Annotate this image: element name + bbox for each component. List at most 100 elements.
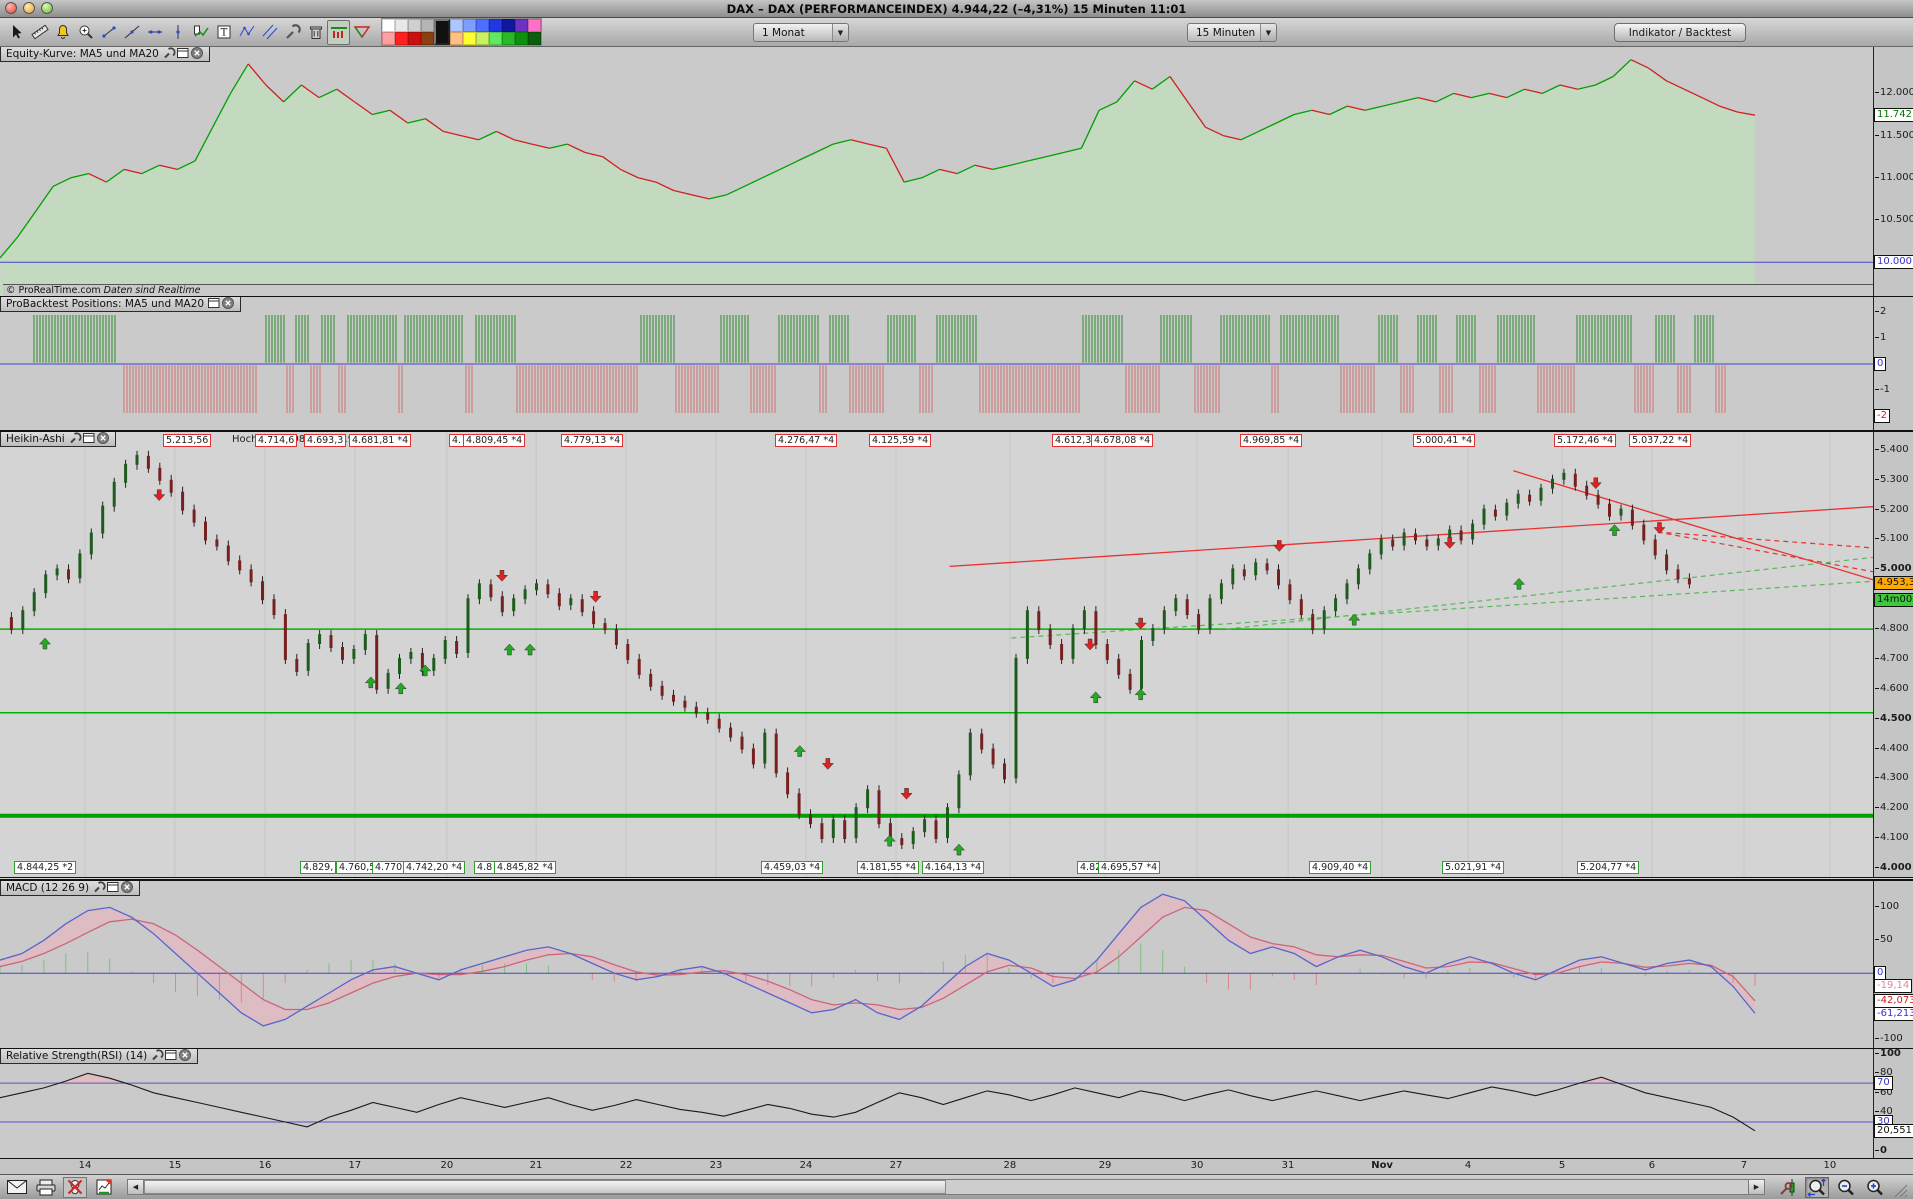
report-icon[interactable] bbox=[92, 1177, 116, 1198]
equity-panel-header[interactable]: Equity-Kurve: MA5 und MA20 bbox=[0, 47, 210, 62]
price-chart[interactable] bbox=[0, 432, 1874, 877]
color-swatch[interactable] bbox=[489, 19, 502, 32]
mail-icon[interactable] bbox=[5, 1177, 29, 1198]
axis-tick: 4.400 bbox=[1875, 743, 1909, 755]
vertical-line-tool[interactable] bbox=[166, 20, 189, 45]
wrench-icon[interactable] bbox=[162, 47, 176, 60]
indicator-backtest-button[interactable]: Indikator / Backtest bbox=[1614, 23, 1746, 42]
chart-settings-icon[interactable] bbox=[1776, 1177, 1800, 1198]
resize-grip[interactable] bbox=[1892, 1177, 1908, 1198]
zoom-in-icon[interactable] bbox=[1863, 1177, 1887, 1198]
macd-chart[interactable] bbox=[0, 881, 1873, 1048]
ruler-tool[interactable] bbox=[28, 20, 51, 45]
indicator-edit-tool[interactable] bbox=[189, 20, 212, 45]
axis-marker: 10.000 bbox=[1874, 255, 1913, 270]
close-icon[interactable] bbox=[120, 881, 134, 894]
window-icon[interactable] bbox=[207, 297, 221, 310]
sell-price-tag: 5.000,41 *4 bbox=[1413, 434, 1476, 447]
color-swatch[interactable] bbox=[463, 19, 476, 32]
color-swatch[interactable] bbox=[502, 32, 515, 45]
color-swatch[interactable] bbox=[515, 32, 528, 45]
color-swatch[interactable] bbox=[421, 32, 434, 45]
wrench-icon[interactable] bbox=[92, 881, 106, 894]
close-icon[interactable] bbox=[221, 297, 235, 310]
macd-panel-header[interactable]: MACD (12 26 9) bbox=[0, 881, 141, 896]
window-icon[interactable] bbox=[164, 1049, 178, 1062]
window-icon[interactable] bbox=[82, 432, 96, 445]
copyright-text: © ProRealTime.com bbox=[6, 285, 101, 296]
color-swatch[interactable] bbox=[463, 32, 476, 45]
color-swatch[interactable] bbox=[528, 32, 541, 45]
color-swatch[interactable] bbox=[515, 19, 528, 32]
axis-tick: 11.000 bbox=[1875, 172, 1913, 184]
scroll-right-arrow[interactable]: ▶ bbox=[1748, 1179, 1765, 1195]
color-swatch[interactable] bbox=[528, 19, 541, 32]
color-swatch[interactable] bbox=[382, 19, 395, 32]
axis-marker: 70 bbox=[1874, 1076, 1893, 1091]
cursor-tool[interactable] bbox=[5, 20, 28, 45]
alarm-tool[interactable] bbox=[51, 20, 74, 45]
color-swatch-selected[interactable] bbox=[434, 19, 450, 45]
color-swatch[interactable] bbox=[489, 32, 502, 45]
print-icon[interactable] bbox=[34, 1177, 58, 1198]
segment-tool[interactable] bbox=[97, 20, 120, 45]
positions-axis: 2 1 -1 0 -2 bbox=[1873, 297, 1913, 430]
color-swatch[interactable] bbox=[395, 32, 408, 45]
pattern-display-toggle[interactable] bbox=[350, 20, 373, 45]
color-swatch[interactable] bbox=[450, 19, 463, 32]
close-icon[interactable] bbox=[178, 1049, 192, 1062]
zigzag-tool[interactable] bbox=[235, 20, 258, 45]
minimize-window-button[interactable] bbox=[23, 2, 35, 14]
color-swatch[interactable] bbox=[408, 32, 421, 45]
color-swatch[interactable] bbox=[408, 19, 421, 32]
window-icon[interactable] bbox=[176, 47, 190, 60]
horizontal-line-tool[interactable] bbox=[143, 20, 166, 45]
positions-panel-header[interactable]: ProBacktest Positions: MA5 und MA20 bbox=[0, 297, 242, 312]
horizontal-scrollbar[interactable]: ◀ ▶ bbox=[127, 1179, 1765, 1195]
color-swatch[interactable] bbox=[421, 19, 434, 32]
close-icon[interactable] bbox=[190, 47, 204, 60]
delete-tool[interactable] bbox=[304, 20, 327, 45]
window-icon[interactable] bbox=[106, 881, 120, 894]
wrench-icon[interactable] bbox=[150, 1049, 164, 1062]
zoom-out-icon[interactable] bbox=[1834, 1177, 1858, 1198]
zoom-fit-icon[interactable] bbox=[1805, 1176, 1829, 1198]
zoom-tool[interactable] bbox=[74, 20, 97, 45]
buy-price-tag: 4.164,13 *4 bbox=[922, 861, 985, 874]
settings-tool[interactable] bbox=[281, 20, 304, 45]
scroll-left-arrow[interactable]: ◀ bbox=[127, 1179, 144, 1195]
text-tool[interactable]: T bbox=[212, 20, 235, 45]
axis-tick: 80 bbox=[1875, 1067, 1893, 1079]
buy-price-tag: 4.8 bbox=[474, 861, 496, 874]
period-dropdown[interactable]: 1 Monat ▼ bbox=[753, 23, 849, 42]
axis-tick: 100 bbox=[1875, 1049, 1901, 1060]
color-swatch[interactable] bbox=[502, 19, 515, 32]
channel-tool[interactable] bbox=[258, 20, 281, 45]
trendline-tool[interactable] bbox=[120, 20, 143, 45]
close-window-button[interactable] bbox=[5, 2, 17, 14]
scrollbar-track[interactable] bbox=[144, 1179, 1748, 1195]
color-swatch[interactable] bbox=[450, 32, 463, 45]
rsi-panel-header[interactable]: Relative Strength(RSI) (14) bbox=[0, 1049, 199, 1064]
date-tick: 29 bbox=[1098, 1160, 1112, 1171]
hline-display-toggle[interactable] bbox=[327, 19, 350, 45]
alarm-disabled-icon[interactable] bbox=[63, 1176, 87, 1198]
color-swatch[interactable] bbox=[476, 19, 489, 32]
chevron-down-icon: ▼ bbox=[1260, 24, 1276, 41]
close-icon[interactable] bbox=[96, 432, 110, 445]
wrench-icon[interactable] bbox=[68, 432, 82, 445]
sell-price-tag: 5.172,46 *4 bbox=[1554, 434, 1617, 447]
color-swatch[interactable] bbox=[395, 19, 408, 32]
zoom-window-button[interactable] bbox=[41, 2, 53, 14]
positions-chart[interactable] bbox=[0, 297, 1873, 430]
equity-chart[interactable] bbox=[0, 47, 1873, 296]
rsi-chart[interactable] bbox=[0, 1049, 1873, 1158]
color-swatch[interactable] bbox=[382, 32, 395, 45]
timeframe-dropdown[interactable]: 15 Minuten ▼ bbox=[1187, 23, 1277, 42]
sell-price-tag: 4.678,08 *4 bbox=[1091, 434, 1154, 447]
color-swatch[interactable] bbox=[476, 32, 489, 45]
price-panel-header[interactable]: Heikin-Ashi bbox=[0, 432, 116, 447]
scrollbar-thumb[interactable] bbox=[144, 1180, 946, 1194]
axis-tick: 60 bbox=[1875, 1087, 1893, 1099]
